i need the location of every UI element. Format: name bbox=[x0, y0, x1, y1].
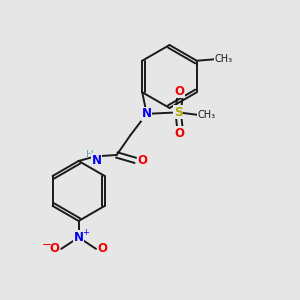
Text: N: N bbox=[142, 107, 152, 120]
Text: S: S bbox=[174, 106, 183, 119]
Text: +: + bbox=[82, 228, 89, 237]
Text: H: H bbox=[86, 150, 94, 160]
Text: N: N bbox=[74, 231, 84, 244]
Text: −: − bbox=[41, 238, 51, 251]
Text: O: O bbox=[175, 85, 185, 98]
Text: O: O bbox=[175, 127, 185, 140]
Text: O: O bbox=[138, 154, 148, 167]
Text: O: O bbox=[98, 242, 108, 255]
Text: O: O bbox=[50, 242, 60, 255]
Text: CH₃: CH₃ bbox=[197, 110, 215, 120]
Text: N: N bbox=[92, 154, 102, 166]
Text: CH₃: CH₃ bbox=[214, 54, 232, 64]
